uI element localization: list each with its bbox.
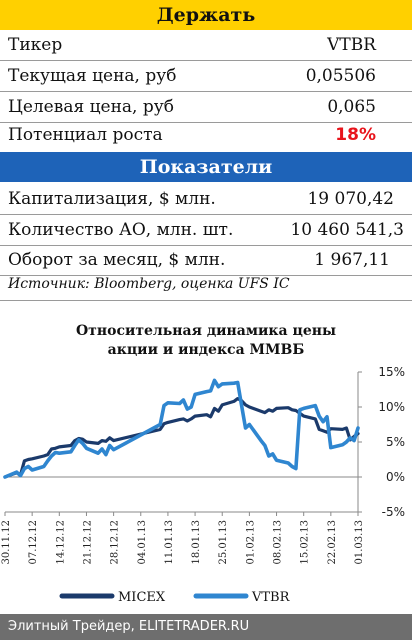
x-tick-label: 30.11.12 bbox=[1, 520, 12, 565]
ticker-value: VTBR bbox=[327, 35, 376, 55]
x-tick-label: 15.02.13 bbox=[300, 520, 311, 565]
x-tick-label: 11.01.13 bbox=[164, 520, 175, 565]
current-price-row: Текущая цена, руб 0,05506 bbox=[0, 61, 412, 92]
upside-label: Потенциал роста bbox=[8, 125, 163, 145]
legend-label-vtbr: VTBR bbox=[251, 590, 291, 605]
current-price-label: Текущая цена, руб bbox=[8, 66, 177, 86]
target-price-row: Целевая цена, руб 0,065 bbox=[0, 92, 412, 123]
chart-title: Относительная динамика цены акции и инде… bbox=[0, 322, 412, 360]
turnover-value: 1 967,11 bbox=[314, 250, 390, 270]
shares-label: Количество АО, млн. шт. bbox=[8, 220, 234, 240]
y-tick-label: 5% bbox=[386, 435, 405, 449]
x-tick-label: 01.03.13 bbox=[354, 520, 365, 565]
source-note: Источник: Bloomberg, оценка UFS IC bbox=[8, 276, 290, 292]
divider bbox=[0, 300, 412, 301]
x-tick-label: 25.01.13 bbox=[218, 520, 229, 565]
current-price-value: 0,05506 bbox=[305, 66, 376, 86]
capitalization-value: 19 070,42 bbox=[307, 189, 394, 209]
upside-value: 18% bbox=[335, 125, 376, 145]
x-tick-label: 07.12.12 bbox=[28, 520, 39, 565]
x-tick-label: 04.01.13 bbox=[137, 520, 148, 565]
footer-text: Элитный Трейдер, ELITETRADER.RU bbox=[8, 619, 250, 634]
chart-title-line-2: акции и индекса ММВБ bbox=[107, 342, 305, 358]
legend-label-micex: MICEX bbox=[118, 590, 166, 605]
recommendation-banner: Держать bbox=[0, 0, 412, 30]
price-chart: -5% 0% 5% 10% 15% 30.11.12 07.12.12 14.12.12 21.… bbox=[1, 365, 405, 605]
series-line-vtbr bbox=[3, 378, 360, 479]
x-tick-label: 14.12.12 bbox=[55, 520, 66, 565]
y-tick-label: 15% bbox=[378, 365, 405, 379]
turnover-row: Оборот за месяц, $ млн. 1 967,11 bbox=[0, 245, 412, 276]
x-tick-label: 18.01.13 bbox=[191, 520, 202, 565]
ticker-row: Тикер VTBR bbox=[0, 30, 412, 61]
upside-row: Потенциал роста 18% bbox=[0, 120, 412, 150]
series-line-micex bbox=[3, 396, 360, 479]
y-tick-label: 10% bbox=[378, 400, 405, 414]
metrics-banner: Показатели bbox=[0, 152, 412, 182]
ticker-label: Тикер bbox=[8, 35, 63, 55]
chart-title-line-1: Относительная динамика цены bbox=[75, 323, 337, 339]
capitalization-label: Капитализация, $ млн. bbox=[8, 189, 216, 209]
target-price-value: 0,065 bbox=[327, 97, 376, 117]
x-tick-label: 08.02.13 bbox=[273, 520, 284, 565]
x-tick-label: 22.02.13 bbox=[327, 520, 338, 565]
turnover-label: Оборот за месяц, $ млн. bbox=[8, 250, 226, 270]
y-tick-label: 0% bbox=[386, 470, 405, 484]
x-tick-label: 28.12.12 bbox=[110, 520, 121, 565]
y-tick-label: -5% bbox=[382, 505, 405, 519]
shares-value: 10 460 541,3 bbox=[290, 220, 404, 240]
shares-row: Количество АО, млн. шт. 10 460 541,3 bbox=[0, 215, 412, 246]
target-price-label: Целевая цена, руб bbox=[8, 97, 174, 117]
x-tick-label: 01.02.13 bbox=[245, 520, 256, 565]
footer-bar: Элитный Трейдер, ELITETRADER.RU bbox=[0, 614, 412, 640]
metrics-title: Показатели bbox=[139, 156, 273, 178]
recommendation-title: Держать bbox=[156, 4, 256, 26]
capitalization-row: Капитализация, $ млн. 19 070,42 bbox=[0, 184, 412, 215]
x-tick-label: 21.12.12 bbox=[82, 520, 93, 565]
